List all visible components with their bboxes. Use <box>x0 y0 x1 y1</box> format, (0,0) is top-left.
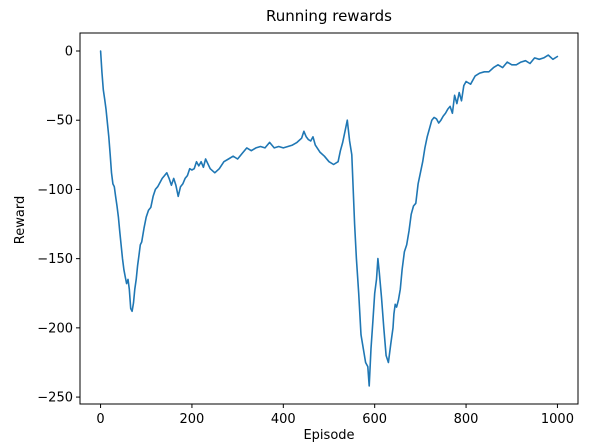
x-tick-label: 600 <box>362 412 387 427</box>
reward-series-line <box>99 50 559 387</box>
y-tick-label: −250 <box>37 391 73 406</box>
y-tick-label: 0 <box>65 44 73 59</box>
y-tick-label: −200 <box>37 321 73 336</box>
y-tick-label: −100 <box>37 183 73 198</box>
x-tick-label: 800 <box>454 412 479 427</box>
chart-title: Running rewards <box>266 7 392 25</box>
plot-area <box>79 32 579 405</box>
y-tick-label: −50 <box>46 114 73 129</box>
axes-frame <box>79 32 579 405</box>
x-tick-label: 0 <box>96 412 104 427</box>
y-axis-label: Reward <box>13 196 28 244</box>
x-axis-label: Episode <box>303 428 354 443</box>
x-tick-label: 400 <box>271 412 296 427</box>
y-tick-label: −150 <box>37 252 73 267</box>
y-axis-ticks: 0 −50 −100 −150 −200 −250 <box>37 44 80 406</box>
x-tick-label: 200 <box>180 412 205 427</box>
x-tick-label: 1000 <box>541 412 574 427</box>
x-axis-ticks: 0 200 400 600 800 1000 <box>96 404 574 427</box>
